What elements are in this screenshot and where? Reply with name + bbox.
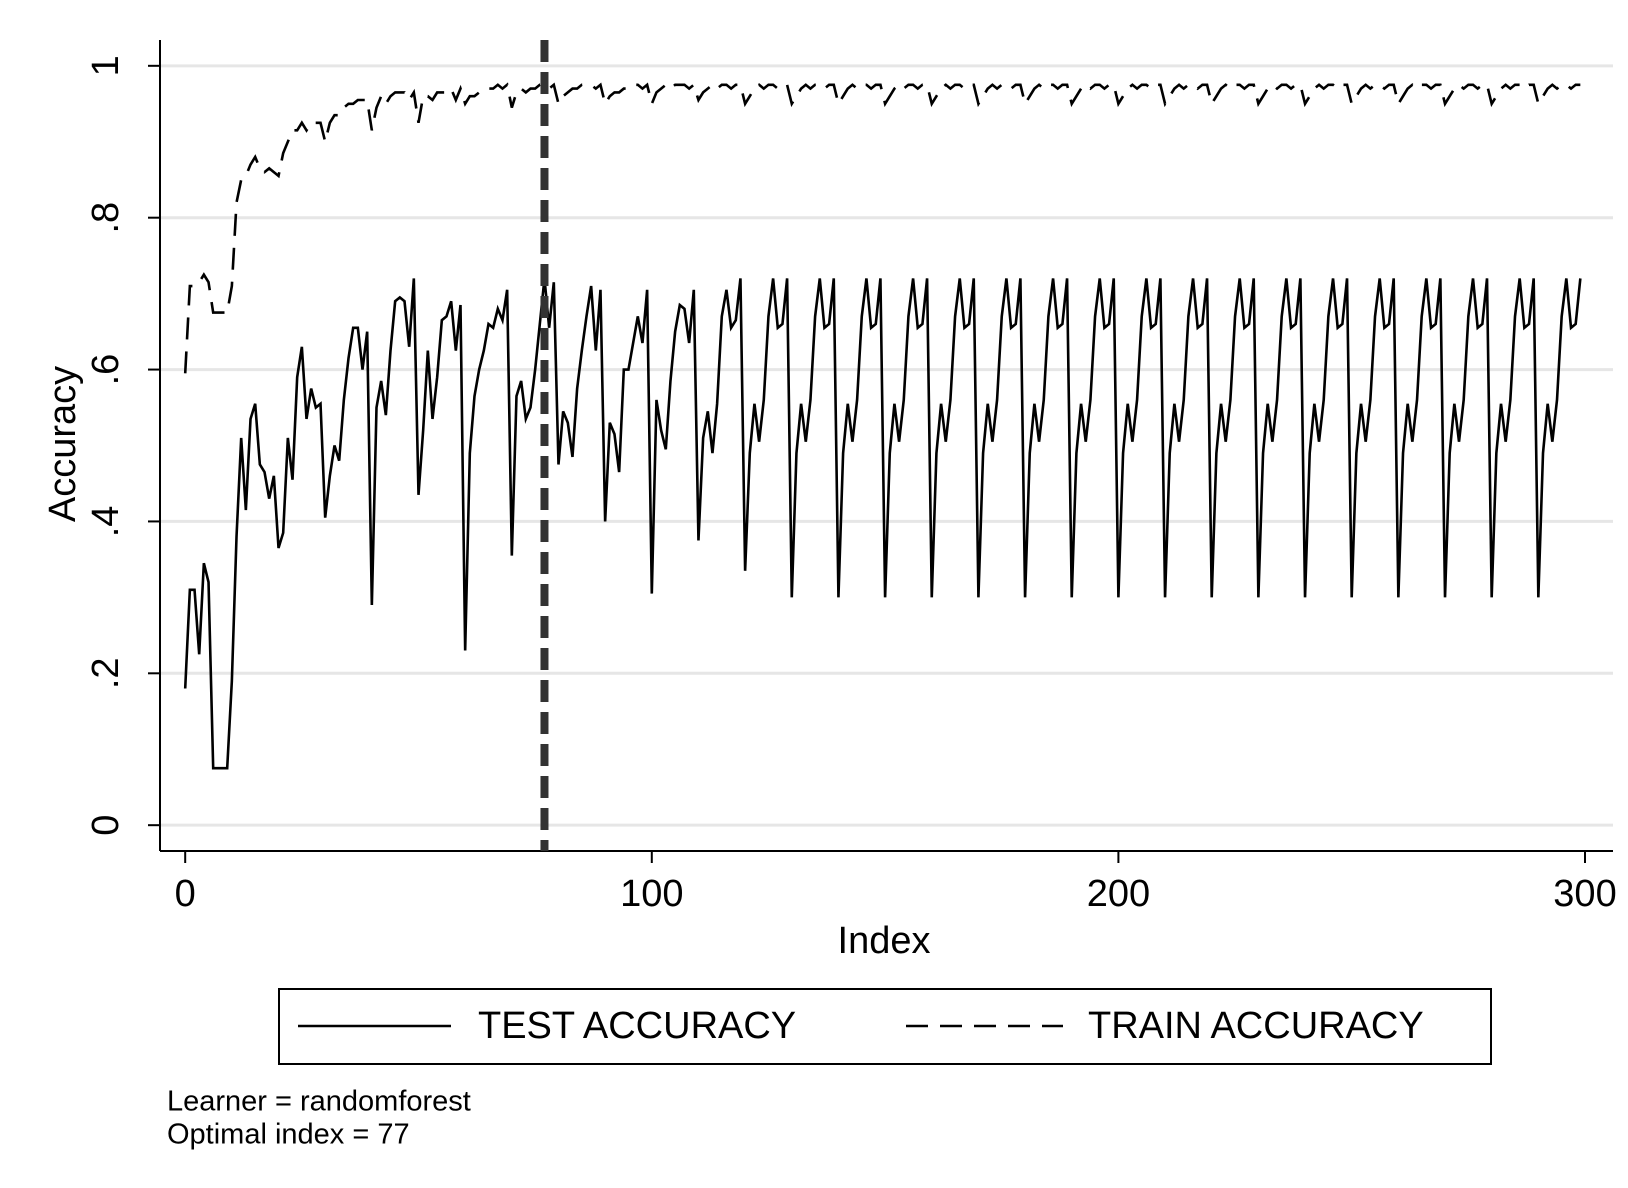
y-tick-label: .8 [85,202,127,234]
legend-label: TRAIN ACCURACY [1088,1005,1424,1047]
note: Learner = randomforest [167,1086,471,1118]
note: Optimal index = 77 [167,1119,410,1151]
series-line [183,278,1582,770]
legend-label: TEST ACCURACY [478,1005,796,1047]
y-tick-label: .6 [85,354,127,386]
y-axis-label: Accuracy [42,366,84,522]
x-tick-label: 300 [1553,873,1616,915]
x-tick-label: 100 [620,873,683,915]
x-tick-label: 0 [175,873,196,915]
x-axis-label: Index [838,920,931,962]
series-line [183,82,1581,374]
y-tick-label: 0 [85,815,127,836]
y-tick-label: 1 [85,55,127,76]
y-tick-label: .4 [85,506,127,538]
y-tick-label: .2 [85,657,127,689]
legend-box [278,988,1492,1065]
x-tick-label: 200 [1087,873,1150,915]
